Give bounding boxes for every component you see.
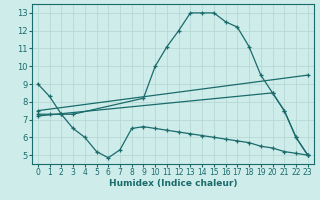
X-axis label: Humidex (Indice chaleur): Humidex (Indice chaleur): [108, 179, 237, 188]
